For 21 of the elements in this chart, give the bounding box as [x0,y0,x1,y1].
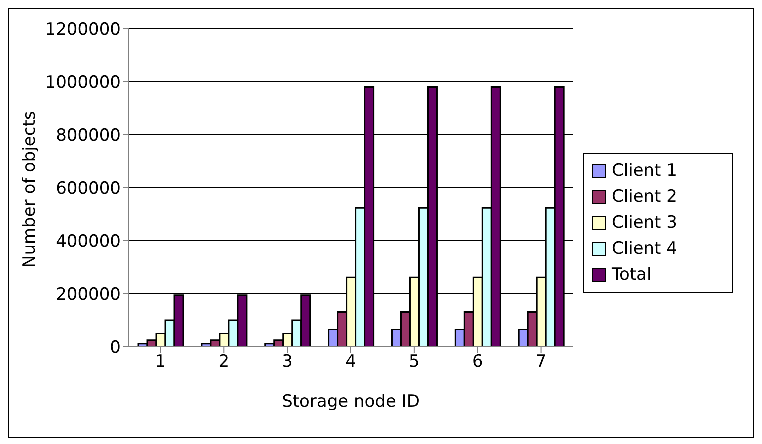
y-tick-label: 1000000 [45,73,121,94]
legend-label: Client 3 [612,213,678,233]
legend-label: Client 1 [612,161,678,181]
legend-label: Client 2 [612,187,678,207]
y-tick-label: 200000 [56,285,121,306]
y-tick-label: 1200000 [45,20,121,40]
x-tick-label: 3 [282,352,293,372]
x-tick-label: 4 [346,352,356,372]
legend-label: Total [612,265,652,285]
x-tick-label: 5 [409,352,420,372]
y-tick-label: 800000 [56,126,121,146]
y-axis-title: Number of objects [20,111,40,268]
y-tick-label: 0 [110,338,121,358]
x-tick-label: 2 [218,352,230,372]
x-tick-label: 6 [472,352,484,372]
y-tick-label: 400000 [56,232,121,252]
x-axis-title: Storage node ID [282,392,420,412]
y-tick-label: 600000 [56,179,121,200]
legend-label: Client 4 [612,239,678,259]
x-tick-label: 1 [155,352,166,372]
x-tick-label: 7 [536,352,547,372]
